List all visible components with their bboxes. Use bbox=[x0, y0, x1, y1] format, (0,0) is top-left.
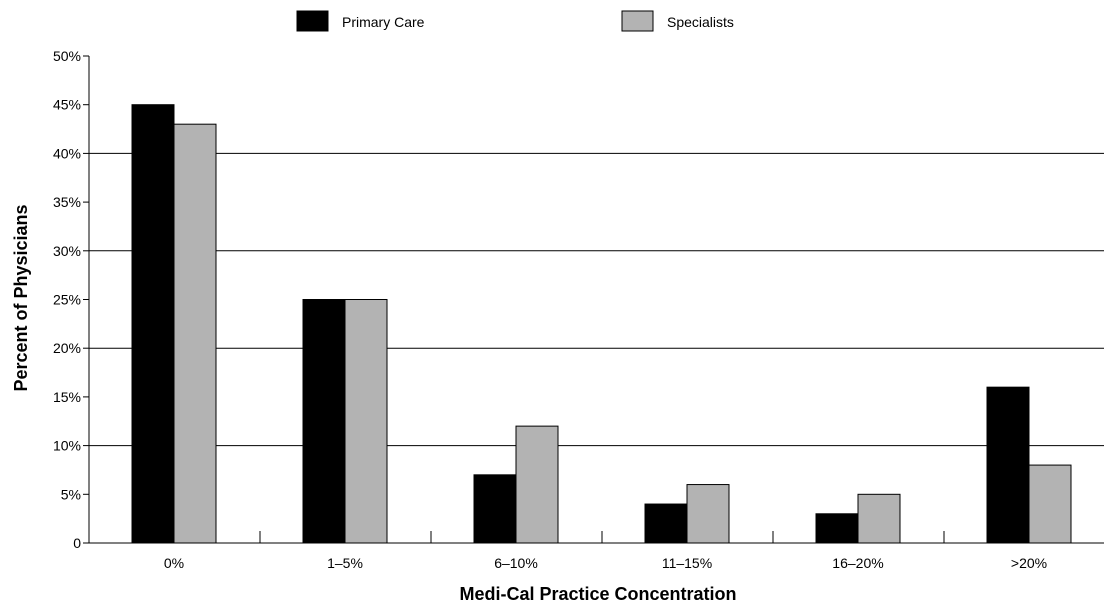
x-tick-label: 11–15% bbox=[662, 555, 712, 571]
axes bbox=[83, 55, 1104, 544]
x-tick-label: 6–10% bbox=[494, 555, 538, 571]
x-tick-label: 1–5% bbox=[327, 555, 363, 571]
x-axis-title: Medi-Cal Practice Concentration bbox=[459, 584, 736, 604]
y-tick-label: 30% bbox=[53, 243, 81, 259]
y-tick-label: 35% bbox=[53, 194, 81, 210]
bars bbox=[131, 104, 1072, 544]
y-tick-label: 15% bbox=[53, 389, 81, 405]
bar-primary-care bbox=[473, 474, 517, 544]
x-tick-label: 0% bbox=[164, 555, 184, 571]
bar-specialists bbox=[173, 123, 217, 544]
bar-specialists bbox=[686, 484, 730, 544]
y-tick-label: 50% bbox=[53, 48, 81, 64]
x-tick-label: 16–20% bbox=[832, 555, 883, 571]
y-tick-label: 0 bbox=[73, 535, 81, 551]
y-tick-label: 40% bbox=[53, 145, 81, 161]
legend-swatch-primary-care bbox=[296, 10, 329, 32]
bar-specialists bbox=[857, 493, 901, 544]
y-tick-label: 5% bbox=[61, 486, 81, 502]
gridlines bbox=[89, 152, 1104, 447]
legend-label-primary-care: Primary Care bbox=[342, 14, 425, 30]
x-tick-labels: 0% 1–5% 6–10% 11–15% 16–20% >20% bbox=[164, 555, 1047, 571]
x-tick-label: >20% bbox=[1011, 555, 1047, 571]
y-axis-title: Percent of Physicians bbox=[11, 204, 31, 391]
bar-primary-care bbox=[302, 299, 346, 544]
bar-primary-care bbox=[131, 104, 175, 544]
y-tick-label: 25% bbox=[53, 292, 81, 308]
y-tick-labels: 0 5% 10% 15% 20% 25% 30% 35% 40% 45% 50% bbox=[53, 48, 81, 551]
bar-specialists bbox=[515, 425, 559, 544]
y-tick-label: 10% bbox=[53, 438, 81, 454]
legend-swatch-specialists bbox=[621, 10, 654, 32]
bar-specialists bbox=[344, 299, 388, 544]
y-tick-label: 20% bbox=[53, 340, 81, 356]
bar-primary-care bbox=[644, 503, 688, 544]
bar-specialists bbox=[1028, 464, 1072, 544]
bar-primary-care bbox=[986, 386, 1030, 544]
legend-label-specialists: Specialists bbox=[667, 14, 734, 30]
legend: Primary Care Specialists bbox=[296, 10, 734, 32]
y-tick-label: 45% bbox=[53, 97, 81, 113]
bar-primary-care bbox=[815, 513, 859, 544]
